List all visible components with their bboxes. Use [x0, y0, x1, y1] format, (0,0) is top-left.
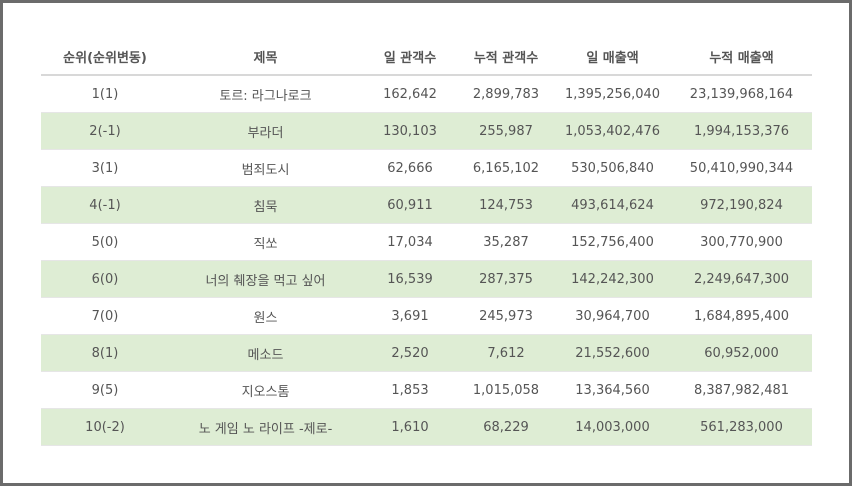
daily-sales-cell: 1,395,256,040	[564, 86, 661, 102]
daily-audience-cell: 1,853	[391, 382, 429, 398]
daily-sales-cell: 530,506,840	[571, 160, 654, 176]
title-cell: 노 게임 노 라이프 -제로-	[198, 421, 333, 437]
title-cell: 부라더	[247, 125, 284, 141]
title-cell: 토르: 라그나로크	[219, 88, 312, 104]
total-sales-cell: 23,139,968,164	[689, 86, 794, 102]
rank-cell: 5(0)	[91, 234, 119, 250]
total-sales-cell: 972,190,824	[700, 197, 783, 213]
rank-cell: 4(-1)	[89, 197, 121, 213]
table-row: 9(5) 지오스톰 1,853 1,015,058 13,364,560 8,3…	[41, 372, 812, 409]
total-audience-cell: 7,612	[487, 345, 525, 361]
rank-cell: 8(1)	[91, 345, 119, 361]
header-total-audience: 누적 관객수	[473, 50, 539, 66]
daily-sales-cell: 493,614,624	[571, 197, 654, 213]
total-audience-cell: 68,229	[483, 419, 529, 435]
total-audience-cell: 124,753	[479, 197, 533, 213]
rank-cell: 1(1)	[91, 86, 119, 102]
daily-sales-cell: 13,364,560	[575, 382, 650, 398]
rank-cell: 2(-1)	[89, 123, 121, 139]
rank-cell: 7(0)	[91, 308, 119, 324]
daily-audience-cell: 2,520	[391, 345, 429, 361]
total-sales-cell: 1,684,895,400	[693, 308, 790, 324]
total-sales-cell: 300,770,900	[700, 234, 783, 250]
box-office-table: 순위(순위변동) 제목 일 관객수 누적 관객수 일 매출액 누적 매출액 1(…	[41, 38, 812, 446]
total-audience-cell: 1,015,058	[472, 382, 540, 398]
total-sales-cell: 8,387,982,481	[693, 382, 790, 398]
total-audience-cell: 245,973	[479, 308, 533, 324]
rank-cell: 9(5)	[91, 382, 119, 398]
title-cell: 원스	[253, 310, 278, 326]
daily-audience-cell: 162,642	[383, 86, 437, 102]
table-row: 10(-2) 노 게임 노 라이프 -제로- 1,610 68,229 14,0…	[41, 409, 812, 446]
header-daily-audience: 일 관객수	[383, 50, 437, 66]
table-row: 5(0) 직쏘 17,034 35,287 152,756,400 300,77…	[41, 224, 812, 261]
total-sales-cell: 561,283,000	[700, 419, 783, 435]
table-row: 3(1) 범죄도시 62,666 6,165,102 530,506,840 5…	[41, 150, 812, 187]
header-title: 제목	[253, 50, 278, 66]
table-row: 7(0) 원스 3,691 245,973 30,964,700 1,684,8…	[41, 298, 812, 335]
header-total-sales: 누적 매출액	[709, 50, 774, 66]
daily-sales-cell: 142,242,300	[571, 271, 654, 287]
daily-audience-cell: 17,034	[387, 234, 433, 250]
table-row: 1(1) 토르: 라그나로크 162,642 2,899,783 1,395,2…	[41, 76, 812, 113]
header-rank: 순위(순위변동)	[63, 50, 147, 66]
daily-audience-cell: 62,666	[387, 160, 433, 176]
total-sales-cell: 60,952,000	[704, 345, 779, 361]
daily-audience-cell: 1,610	[391, 419, 429, 435]
daily-audience-cell: 130,103	[383, 123, 437, 139]
total-sales-cell: 2,249,647,300	[693, 271, 790, 287]
daily-audience-cell: 3,691	[391, 308, 429, 324]
daily-sales-cell: 152,756,400	[571, 234, 654, 250]
rank-cell: 10(-2)	[85, 419, 125, 435]
daily-sales-cell: 30,964,700	[575, 308, 650, 324]
header-daily-sales: 일 매출액	[586, 50, 639, 66]
title-cell: 침묵	[253, 199, 278, 215]
title-cell: 메소드	[247, 347, 284, 363]
rank-cell: 6(0)	[91, 271, 119, 287]
total-audience-cell: 2,899,783	[472, 86, 540, 102]
total-audience-cell: 287,375	[479, 271, 533, 287]
total-audience-cell: 6,165,102	[472, 160, 540, 176]
title-cell: 너의 췌장을 먹고 싶어	[205, 273, 326, 289]
table-header: 순위(순위변동) 제목 일 관객수 누적 관객수 일 매출액 누적 매출액	[41, 38, 812, 76]
daily-audience-cell: 16,539	[387, 271, 433, 287]
title-cell: 범죄도시	[241, 162, 290, 178]
total-sales-cell: 1,994,153,376	[693, 123, 790, 139]
total-audience-cell: 35,287	[483, 234, 529, 250]
table-row: 6(0) 너의 췌장을 먹고 싶어 16,539 287,375 142,242…	[41, 261, 812, 298]
daily-sales-cell: 1,053,402,476	[564, 123, 661, 139]
total-sales-cell: 50,410,990,344	[689, 160, 794, 176]
table-row: 2(-1) 부라더 130,103 255,987 1,053,402,476 …	[41, 113, 812, 150]
table-row: 8(1) 메소드 2,520 7,612 21,552,600 60,952,0…	[41, 335, 812, 372]
daily-audience-cell: 60,911	[387, 197, 433, 213]
title-cell: 지오스톰	[241, 384, 290, 400]
daily-sales-cell: 14,003,000	[575, 419, 650, 435]
table-row: 4(-1) 침묵 60,911 124,753 493,614,624 972,…	[41, 187, 812, 224]
total-audience-cell: 255,987	[479, 123, 533, 139]
rank-cell: 3(1)	[91, 160, 119, 176]
title-cell: 직쏘	[253, 236, 278, 252]
daily-sales-cell: 21,552,600	[575, 345, 650, 361]
